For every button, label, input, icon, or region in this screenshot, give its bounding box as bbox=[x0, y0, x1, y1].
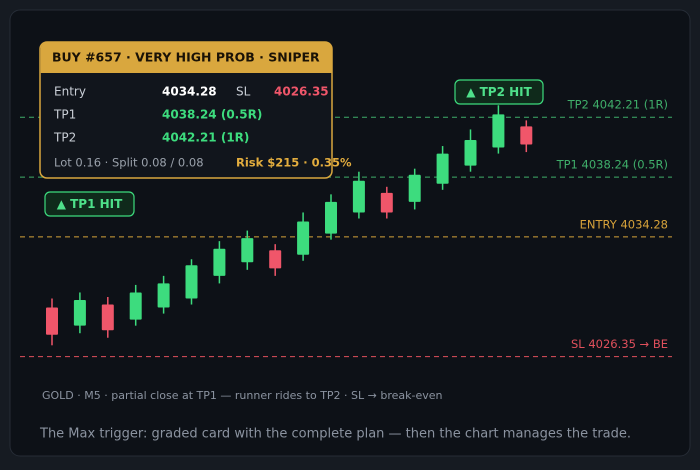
chart: TP2 4042.21 (1R) TP1 4038.24 (0.5R) ENTRY … bbox=[20, 79, 672, 358]
candle-body bbox=[380, 192, 393, 213]
candle-body bbox=[185, 265, 198, 299]
candle-body bbox=[101, 304, 114, 331]
candle-body bbox=[269, 250, 282, 269]
candle-body bbox=[408, 174, 421, 202]
tp1-value: 4038.24 (0.5R) bbox=[162, 108, 262, 122]
level-label: TP2 4042.21 (1R) bbox=[567, 98, 668, 112]
caption: The Max trigger: graded card with the co… bbox=[39, 427, 631, 442]
candle-body bbox=[213, 248, 226, 276]
candle-body bbox=[325, 201, 337, 234]
candle-body bbox=[492, 114, 505, 148]
candle-body bbox=[241, 238, 254, 263]
row-label: SL bbox=[236, 85, 251, 99]
badge bbox=[454, 79, 544, 105]
card-header bbox=[40, 42, 333, 73]
badge-text: ▲ TP1 HIT bbox=[57, 197, 123, 211]
level-label: TP1 4038.24 (0.5R) bbox=[556, 158, 668, 172]
badge bbox=[44, 191, 135, 217]
candle-body bbox=[129, 292, 142, 320]
candle-body bbox=[520, 126, 533, 145]
sl-value: 4026.35 bbox=[274, 85, 329, 99]
tp2-value: 4042.21 (1R) bbox=[162, 131, 249, 145]
level-label: SL 4026.35 → BE bbox=[571, 337, 668, 351]
row-label: TP1 bbox=[53, 108, 76, 122]
footnote: GOLD · M5 · partial close at TP1 — runne… bbox=[42, 389, 443, 402]
badge-text: ▲ TP2 HIT bbox=[466, 85, 532, 99]
row-label: Entry bbox=[54, 85, 86, 99]
candle-body bbox=[157, 283, 170, 308]
candle-body bbox=[464, 140, 477, 166]
risk-info: Risk $215 · 0.35% bbox=[236, 156, 352, 170]
candle-body bbox=[73, 300, 86, 326]
candle-body bbox=[297, 221, 310, 255]
level-label: ENTRY 4034.28 bbox=[580, 217, 668, 231]
candle-body bbox=[352, 180, 365, 213]
card-title: BUY #657 · VERY HIGH PROB · SNIPER bbox=[52, 50, 320, 65]
plan-card: BUY #657 · VERY HIGH PROB · SNIPER Entry… bbox=[39, 41, 352, 179]
candle-body bbox=[436, 153, 449, 184]
candle-body bbox=[46, 307, 58, 335]
entry-value: 4034.28 bbox=[162, 85, 217, 99]
lot-info: Lot 0.16 · Split 0.08 / 0.08 bbox=[54, 156, 204, 170]
row-label: TP2 bbox=[53, 131, 76, 145]
